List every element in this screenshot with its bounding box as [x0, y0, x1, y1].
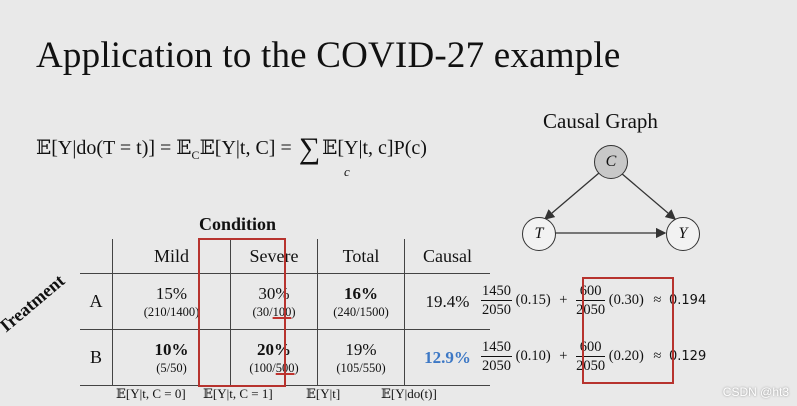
condition-label: Condition	[199, 214, 277, 234]
numerator: 600	[576, 282, 606, 301]
cell-pct: 12.9%	[424, 347, 471, 367]
approx-sign: ≈	[653, 291, 662, 308]
node-c: C	[594, 145, 628, 179]
severe-term-highlight	[582, 277, 674, 384]
frac-pre: (100/	[249, 360, 276, 375]
numerator: 600	[576, 338, 606, 357]
cell-pct: 19.4%	[425, 291, 470, 311]
cell-pct: 16%	[344, 283, 378, 303]
approx-sign: ≈	[653, 347, 662, 364]
node-t: T	[522, 217, 556, 251]
formula-subscript: C	[191, 148, 200, 162]
sum-symbol: ∑	[298, 132, 321, 165]
formula-lhs: 𝔼[Y|do(T = t)] = 𝔼	[36, 137, 192, 159]
weight: (0.10)	[515, 347, 551, 364]
results-table: Mild Severe Total Causal A 15% (210/1400…	[80, 239, 490, 386]
footer-causal: 𝔼[Y|do(t)]	[381, 386, 437, 401]
cell-frac: (5/50)	[156, 360, 187, 375]
plus: +	[559, 347, 568, 364]
cell-frac: (30/100)	[231, 304, 317, 320]
formula-mid: 𝔼[Y|t, C] =	[199, 137, 297, 159]
cell-a-total: 16% (240/1500)	[317, 273, 405, 330]
cell-pct: 19%	[345, 339, 377, 359]
result: 0.194	[669, 292, 707, 308]
header-causal: Causal	[404, 239, 490, 274]
sum-subscript: c	[344, 164, 350, 179]
frac-post: )	[294, 360, 299, 375]
fraction: 1450 2050	[481, 282, 512, 319]
denominator: 2050	[482, 358, 511, 374]
footer-total: 𝔼[Y|t]	[306, 386, 341, 401]
edge-c-y	[620, 172, 676, 220]
table-row: A 15% (210/1400) 30% (30/100) 16% (240/1…	[80, 273, 490, 330]
weight: (0.20)	[608, 347, 644, 364]
cell-frac: (105/550)	[336, 360, 386, 375]
cell-frac: (240/1500)	[333, 304, 389, 319]
cell-pct: 30%	[258, 283, 290, 303]
cell-pct: 20%	[257, 339, 291, 359]
node-y: Y	[666, 217, 700, 251]
footer-severe: 𝔼[Y|t, C = 1]	[203, 386, 273, 401]
cell-pct: 15%	[155, 283, 188, 303]
severe-column-highlight	[198, 238, 286, 387]
row-label-a: A	[80, 273, 113, 330]
numerator: 1450	[481, 283, 512, 301]
frac-post: )	[291, 304, 296, 319]
formula-rhs: 𝔼[Y|t, c]P(c)	[322, 137, 427, 159]
numerator: 1450	[481, 339, 512, 357]
cell-b-causal: 12.9%	[404, 329, 490, 386]
edge-c-t	[544, 172, 600, 220]
cell-a-causal: 19.4%	[404, 273, 490, 330]
cell-a-severe: 30% (30/100)	[230, 273, 318, 330]
weight: (0.15)	[515, 291, 551, 308]
causal-graph-title: Causal Graph	[543, 109, 658, 133]
cell-pct: 10%	[154, 339, 189, 359]
denominator: 2050	[482, 302, 511, 318]
watermark: CSDN @ht3	[722, 385, 789, 399]
result: 0.129	[669, 348, 707, 364]
frac-underlined: 100	[272, 304, 292, 319]
cell-frac: (210/1400)	[143, 304, 200, 319]
adjustment-formula: 𝔼[Y|do(T = t)] = 𝔼C𝔼[Y|t, C] = ∑ 𝔼[Y|t, c…	[36, 128, 427, 179]
frac-pre: (30/	[252, 304, 273, 319]
weight: (0.30)	[608, 291, 644, 308]
plus: +	[559, 291, 568, 308]
table-row: B 10% (5/50) 20% (100/500) 19% (105/550)…	[80, 329, 490, 386]
fraction: 1450 2050	[481, 338, 512, 375]
cell-b-total: 19% (105/550)	[317, 329, 405, 386]
slide-title: Application to the COVID-27 example	[36, 35, 621, 76]
footer-mild: 𝔼[Y|t, C = 0]	[116, 386, 186, 401]
header-total: Total	[317, 239, 405, 274]
